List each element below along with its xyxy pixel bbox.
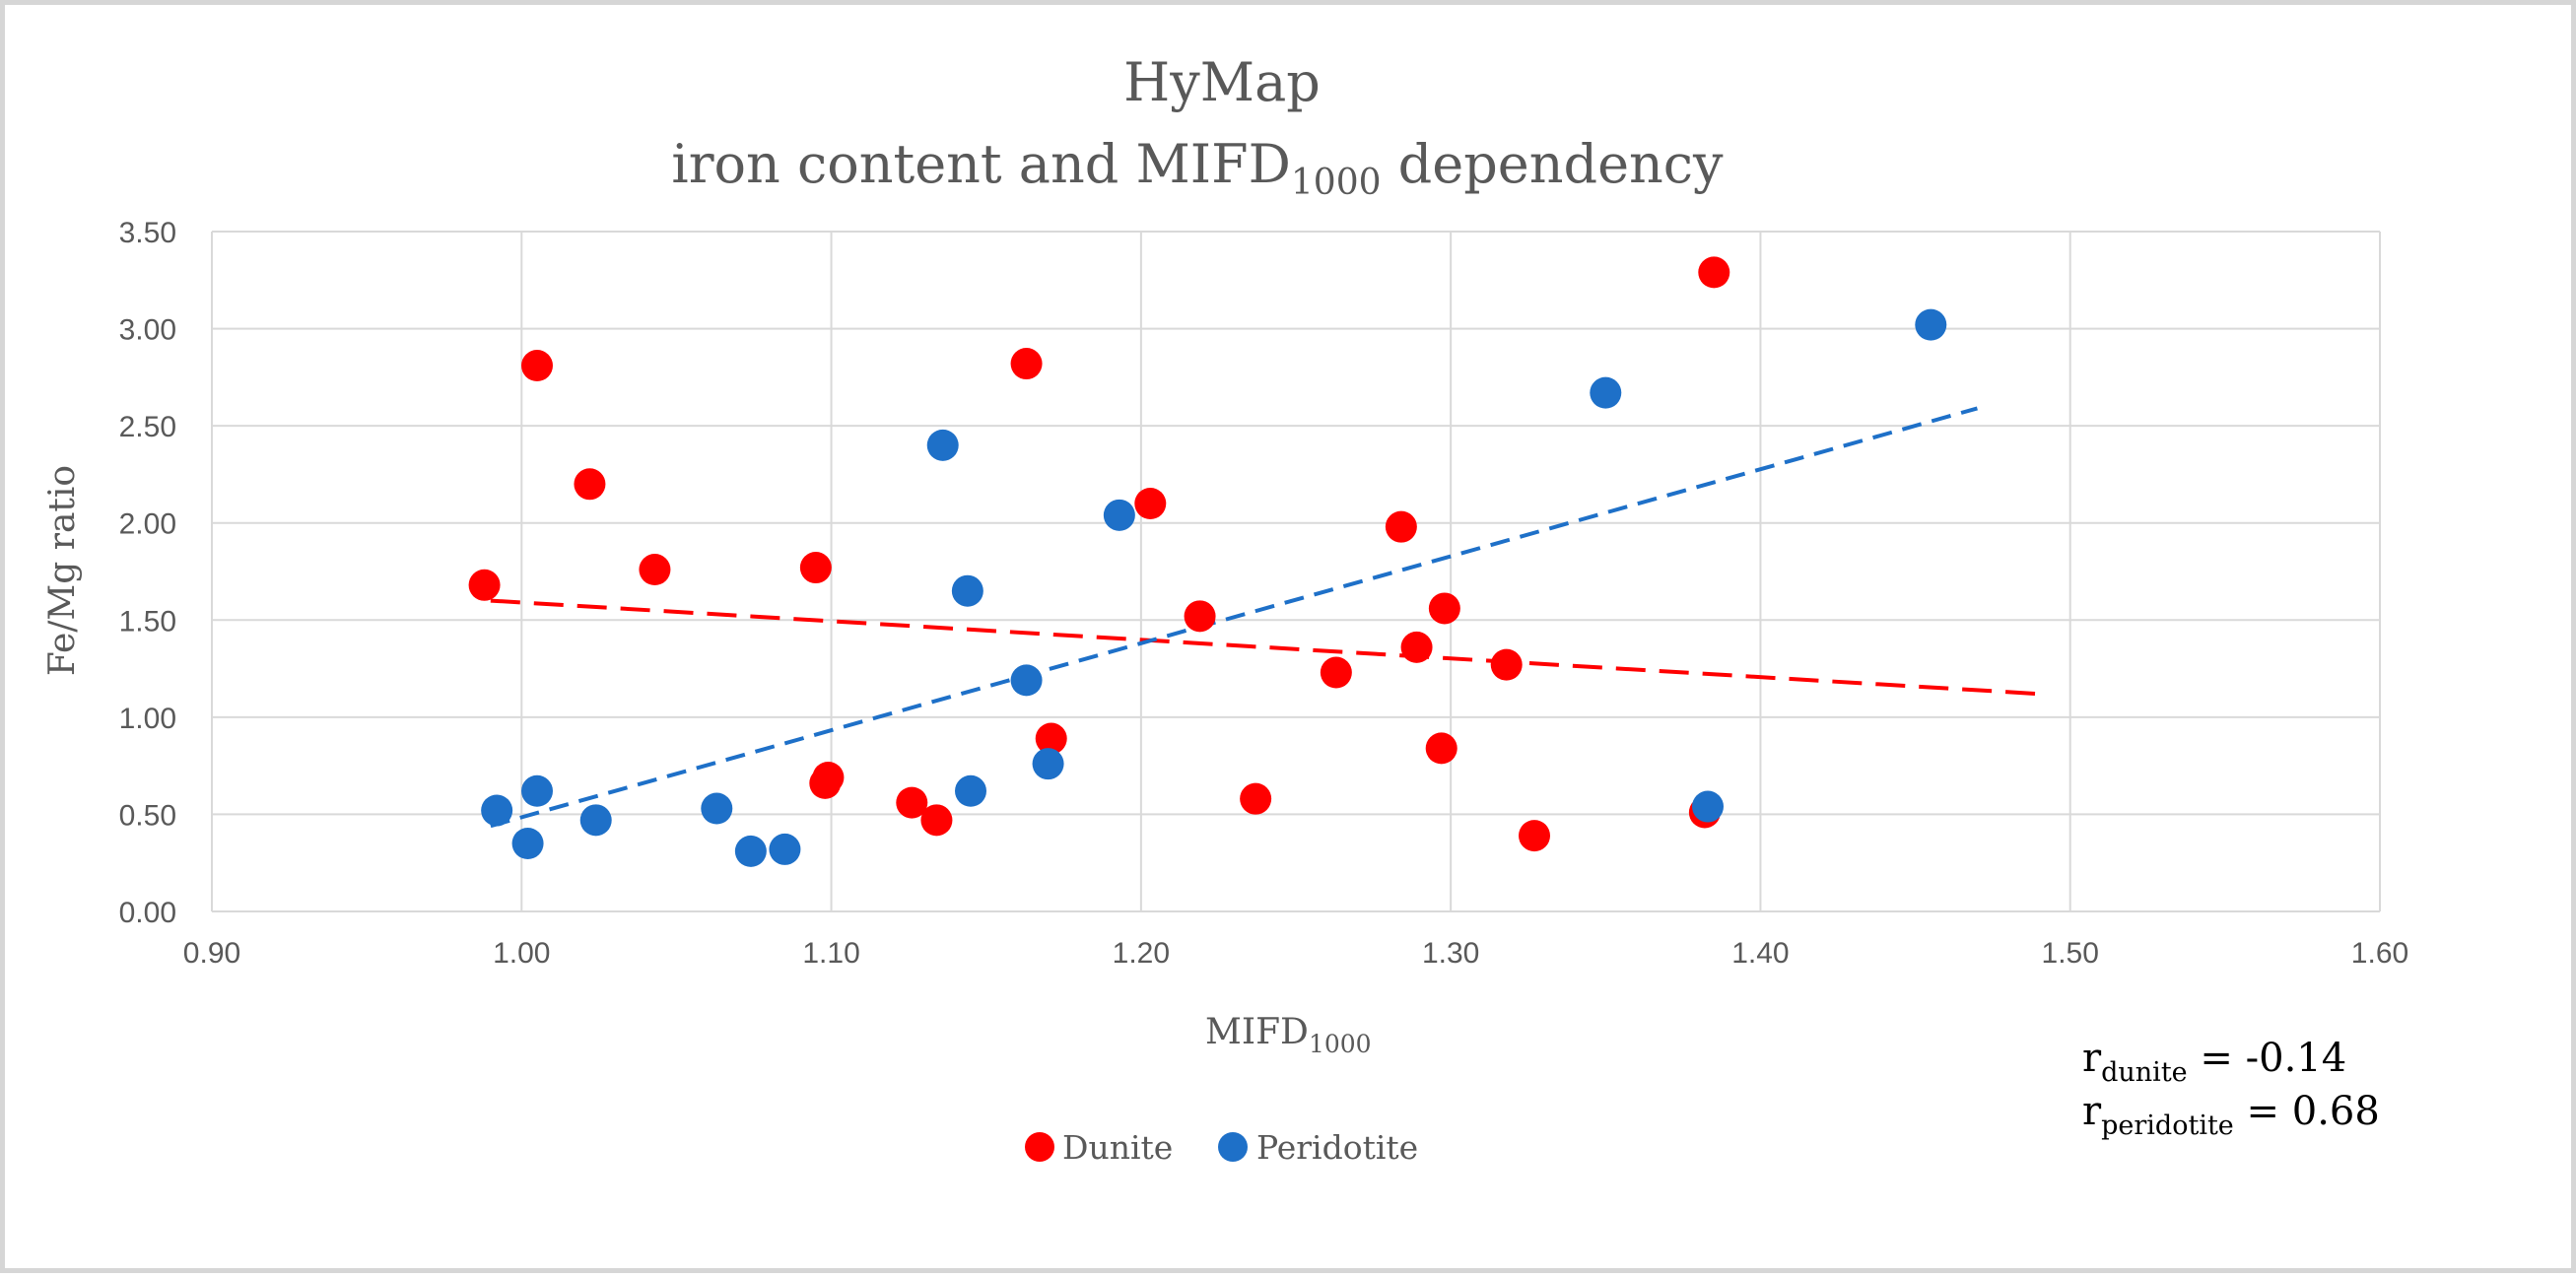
y-tick-label: 0.50: [119, 799, 176, 832]
x-tick-label: 1.00: [493, 937, 550, 970]
point-dunite: [468, 569, 501, 601]
y-tick-label: 3.50: [119, 217, 176, 249]
y-tick-label: 2.00: [119, 508, 176, 541]
point-dunite: [1320, 656, 1352, 689]
scatter-chart: HyMap iron content and MIFD1000 dependen…: [42, 51, 2408, 1167]
point-dunite: [1519, 820, 1550, 852]
point-dunite: [1490, 648, 1523, 681]
y-axis-title: Fe/Mg ratio: [42, 465, 83, 676]
point-peridotite: [521, 774, 553, 807]
data-points: [468, 256, 1947, 867]
r-dunite-annotation: rdunite = -0.14: [2082, 1036, 2346, 1088]
x-tick-label: 1.40: [1731, 937, 1789, 970]
point-dunite: [1134, 488, 1167, 519]
legend-label-dunite: Dunite: [1062, 1128, 1173, 1167]
x-tick-label: 0.90: [183, 937, 240, 970]
legend-label-peridotite: Peridotite: [1256, 1128, 1418, 1167]
chart-title-line2: iron content and MIFD1000 dependency: [671, 133, 1724, 203]
point-peridotite: [1010, 664, 1043, 697]
point-peridotite: [955, 774, 986, 807]
point-dunite: [1385, 510, 1417, 543]
r-peridotite-annotation: rperidotite = 0.68: [2082, 1089, 2380, 1141]
x-tick-label: 1.20: [1113, 937, 1170, 970]
point-dunite: [639, 554, 671, 586]
point-dunite: [1184, 600, 1216, 633]
point-peridotite: [1915, 308, 1947, 341]
y-tick-label: 0.00: [119, 897, 176, 929]
y-tick-label: 1.50: [119, 605, 176, 638]
x-axis-title: MIFD1000: [1205, 1012, 1372, 1058]
point-dunite: [1240, 782, 1272, 815]
gridlines: [211, 231, 2381, 912]
point-dunite: [1400, 631, 1433, 663]
point-dunite: [920, 804, 953, 837]
y-tick-label: 3.00: [119, 314, 176, 347]
x-tick-labels: 0.90 1.00 1.10 1.20 1.30 1.40 1.50 1.60: [183, 937, 2408, 970]
chart-title-line1: HyMap: [1123, 51, 1321, 113]
y-tick-labels: 0.00 0.50 1.00 1.50 2.00 2.50 3.00 3.50: [119, 217, 176, 929]
trendline-dunite: [490, 598, 2040, 697]
trendline-peridotite: [490, 406, 1978, 829]
x-tick-label: 1.10: [802, 937, 859, 970]
point-peridotite: [951, 574, 983, 607]
point-dunite: [799, 552, 832, 584]
point-peridotite: [1103, 499, 1135, 531]
point-dunite: [1425, 732, 1457, 765]
point-dunite: [812, 761, 845, 793]
legend: Dunite Peridotite: [1025, 1128, 1418, 1167]
point-dunite: [1428, 592, 1460, 625]
y-tick-label: 1.00: [119, 703, 176, 735]
point-peridotite: [701, 792, 733, 825]
x-tick-label: 1.30: [1422, 937, 1479, 970]
legend-marker-peridotite: [1218, 1132, 1248, 1162]
y-tick-label: 2.50: [119, 411, 176, 443]
point-peridotite: [511, 828, 544, 859]
x-tick-label: 1.60: [2351, 937, 2408, 970]
point-dunite: [1698, 256, 1730, 289]
point-dunite: [1010, 348, 1043, 380]
point-dunite: [574, 468, 606, 501]
trendlines: [490, 406, 2040, 829]
point-peridotite: [481, 794, 513, 827]
x-tick-label: 1.50: [2042, 937, 2099, 970]
point-peridotite: [1692, 790, 1724, 823]
point-peridotite: [579, 804, 612, 837]
point-peridotite: [1032, 748, 1064, 780]
point-dunite: [896, 786, 928, 819]
point-dunite: [1035, 722, 1067, 755]
legend-marker-dunite: [1025, 1132, 1054, 1162]
point-peridotite: [1590, 376, 1622, 409]
point-dunite: [521, 350, 553, 382]
point-peridotite: [769, 833, 801, 865]
point-peridotite: [734, 835, 767, 867]
point-peridotite: [926, 429, 959, 461]
